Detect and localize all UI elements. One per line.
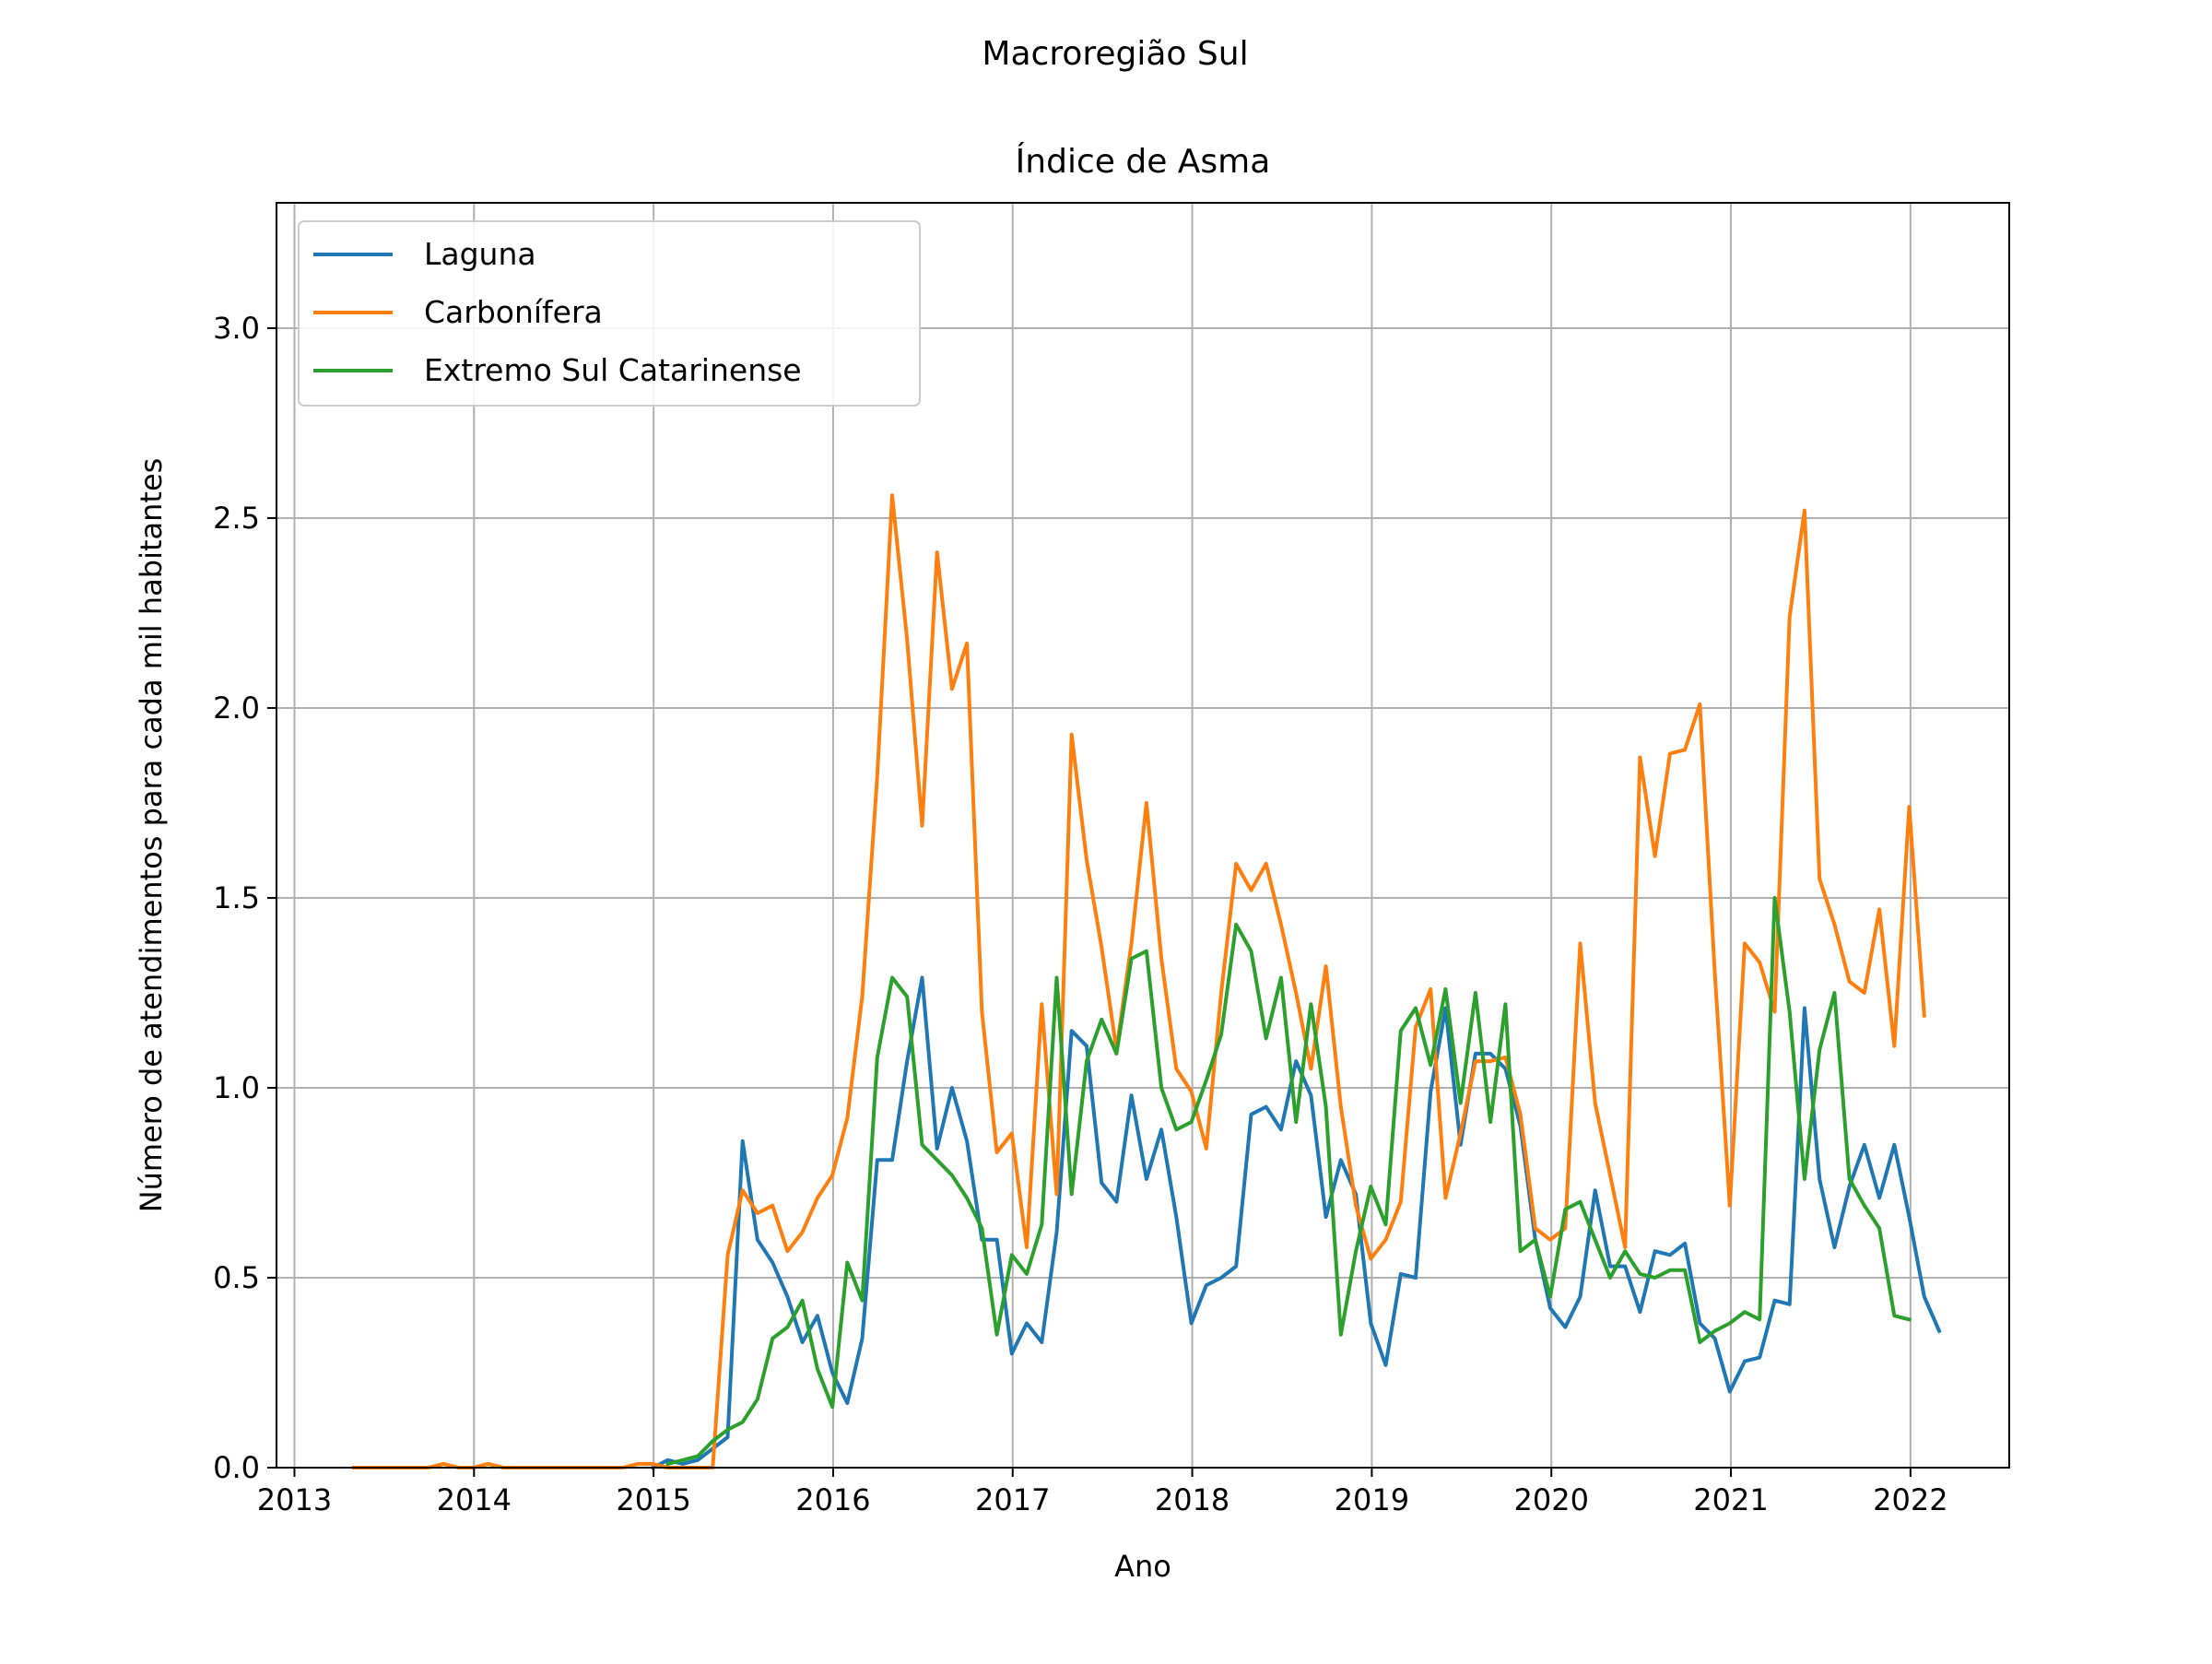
x-axis-label: Ano (1114, 1549, 1171, 1584)
y-tick-label: 3.0 (213, 311, 260, 346)
figure-suptitle: Macroregião Sul (982, 35, 1248, 73)
legend-label-2: Extremo Sul Catarinense (424, 352, 802, 388)
y-tick-label: 2.5 (213, 501, 260, 536)
legend: Laguna Carbonífera Extremo Sul Catarinense (298, 220, 921, 407)
y-axis-label: Número de atendimentos para cada mil hab… (134, 458, 169, 1213)
plot-area-frame (276, 202, 2010, 1469)
series-lines (351, 493, 1942, 1470)
x-tick-label: 2013 (257, 1482, 332, 1517)
x-tick-label: 2020 (1513, 1482, 1588, 1517)
x-tick-label: 2022 (1873, 1482, 1947, 1517)
legend-label-1: Carbonífera (424, 294, 603, 330)
x-tick-label: 2016 (795, 1482, 870, 1517)
x-tick-label: 2017 (975, 1482, 1050, 1517)
y-tick-label: 0.0 (213, 1450, 260, 1485)
series-line-1 (351, 493, 1926, 1469)
y-tick-label: 1.0 (213, 1070, 260, 1105)
x-tick-label: 2018 (1155, 1482, 1230, 1517)
y-tick-label: 1.5 (213, 880, 260, 915)
x-tick-label: 2014 (437, 1482, 512, 1517)
legend-label-0: Laguna (424, 236, 536, 272)
chart-title: Índice de Asma (1016, 142, 1271, 181)
series-line-2 (665, 896, 1912, 1467)
x-tick-label: 2021 (1693, 1482, 1768, 1517)
axis-ticks: 2013 2014 2015 2016 2017 2018 2019 2020 2021 2022… (213, 311, 1947, 1517)
y-tick-label: 2.0 (213, 690, 260, 726)
series-line-0 (650, 975, 1942, 1470)
y-tick-label: 0.5 (213, 1260, 260, 1295)
legend-frame (298, 220, 921, 407)
x-tick-label: 2019 (1335, 1482, 1409, 1517)
x-tick-label: 2015 (616, 1482, 690, 1517)
